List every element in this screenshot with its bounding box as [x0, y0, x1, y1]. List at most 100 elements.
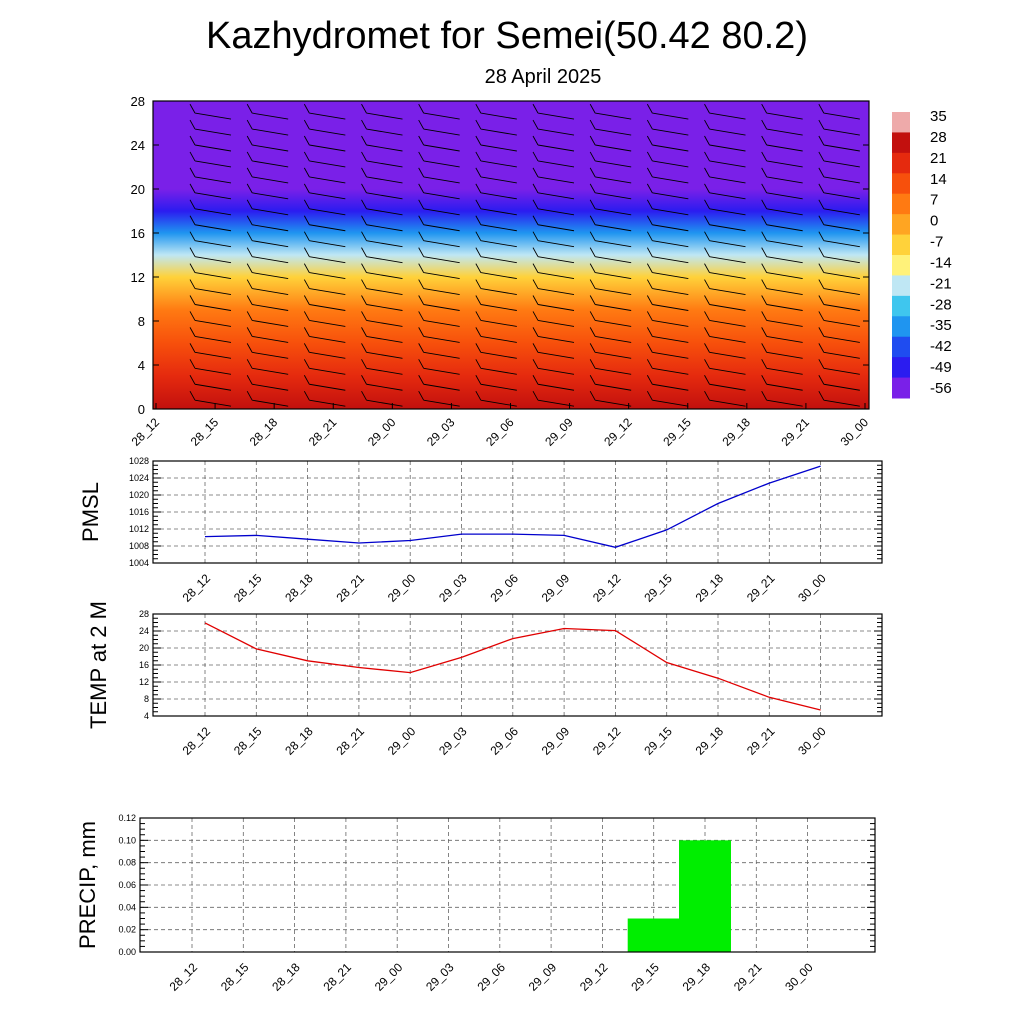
x-tick-label: 28_21	[321, 960, 355, 994]
y-tick-label: 16	[139, 660, 149, 670]
colorbar-label: 21	[930, 150, 947, 167]
x-tick-label: 28_12	[180, 724, 214, 758]
colorbar-swatch	[892, 337, 910, 358]
x-tick-label: 29_00	[365, 415, 399, 449]
colorbar-swatch	[892, 132, 910, 153]
y-tick-label: 0.02	[118, 925, 136, 935]
colorbar-label: 14	[930, 171, 947, 188]
x-tick-label: 28_21	[334, 724, 368, 758]
x-tick-label: 29_09	[539, 571, 573, 605]
x-tick-label: 29_18	[719, 415, 753, 449]
y-tick-label: 8	[144, 694, 149, 704]
x-tick-label: 29_15	[641, 724, 675, 758]
y-tick-label: 0.12	[118, 813, 136, 823]
y-tick-label: 1020	[129, 490, 149, 500]
colorbar-swatch	[892, 153, 910, 174]
y-tick-label: 20	[139, 643, 149, 653]
x-tick-label: 28_12	[180, 571, 214, 605]
colorbar-swatch	[892, 173, 910, 194]
colorbar-swatch	[892, 255, 910, 276]
x-tick-label: 29_15	[628, 960, 662, 994]
y-tick-label: 0.10	[118, 835, 136, 845]
x-tick-label: 29_12	[601, 415, 635, 449]
colorbar-label: -42	[930, 338, 952, 355]
x-tick-label: 29_00	[385, 724, 419, 758]
colorbar-label: -14	[930, 254, 952, 271]
x-tick-label: 29_18	[680, 960, 714, 994]
y-tick-label: 12	[131, 270, 145, 285]
x-tick-label: 29_21	[744, 724, 778, 758]
y-tick-label: 1004	[129, 558, 149, 568]
x-tick-label: 28_21	[306, 415, 340, 449]
x-tick-label: 28_15	[188, 415, 222, 449]
colorbar-label: 28	[930, 129, 947, 146]
y-axis-label: TEMP at 2 M	[86, 601, 111, 729]
colorbar-label: -56	[930, 380, 952, 397]
x-tick-label: 28_12	[129, 415, 163, 449]
y-tick-label: 28	[139, 609, 149, 619]
x-tick-label: 29_09	[526, 960, 560, 994]
x-tick-label: 29_09	[542, 415, 576, 449]
x-tick-label: 29_12	[590, 571, 624, 605]
x-tick-label: 28_15	[231, 724, 265, 758]
y-tick-label: 1012	[129, 524, 149, 534]
heatmap-field	[153, 101, 869, 409]
colorbar-swatch	[892, 357, 910, 378]
y-tick-label: 0.04	[118, 902, 136, 912]
x-tick-label: 29_00	[385, 571, 419, 605]
y-tick-label: 0.06	[118, 880, 136, 890]
y-axis-label: PRECIP, mm	[75, 821, 100, 949]
y-tick-label: 1008	[129, 541, 149, 551]
x-tick-label: 29_03	[436, 571, 470, 605]
x-tick-label: 28_15	[218, 960, 252, 994]
x-tick-label: 30_00	[795, 724, 829, 758]
y-tick-label: 24	[131, 138, 145, 153]
colorbar-label: -35	[930, 317, 952, 334]
x-tick-label: 28_18	[247, 415, 281, 449]
y-tick-label: 1024	[129, 473, 149, 483]
colorbar-label: -28	[930, 296, 952, 313]
x-tick-label: 29_18	[693, 724, 727, 758]
x-tick-label: 28_15	[231, 571, 265, 605]
x-tick-label: 30_00	[795, 571, 829, 605]
y-tick-label: 1028	[129, 456, 149, 466]
x-tick-label: 29_03	[436, 724, 470, 758]
chart-subtitle: 28 April 2025	[485, 66, 602, 88]
x-tick-label: 29_06	[487, 571, 521, 605]
colorbar-swatch	[892, 378, 910, 399]
x-tick-label: 29_03	[423, 960, 457, 994]
colorbar-swatch	[892, 194, 910, 215]
x-tick-label: 30_00	[782, 960, 816, 994]
x-tick-label: 28_12	[167, 960, 201, 994]
x-tick-label: 29_03	[424, 415, 458, 449]
x-tick-label: 28_18	[282, 724, 316, 758]
precip-bar	[628, 919, 680, 953]
x-tick-label: 29_12	[590, 724, 624, 758]
y-tick-label: 0	[138, 402, 145, 417]
y-tick-label: 28	[131, 94, 145, 109]
colorbar-swatch	[892, 235, 910, 256]
x-tick-label: 29_00	[372, 960, 406, 994]
colorbar-label: -7	[930, 234, 943, 251]
y-axis-label: PMSL	[78, 482, 103, 542]
y-tick-label: 4	[138, 358, 145, 373]
x-tick-label: 29_06	[474, 960, 508, 994]
colorbar-swatch	[892, 112, 910, 133]
y-tick-label: 4	[144, 711, 149, 721]
x-tick-label: 30_00	[838, 415, 872, 449]
x-tick-label: 29_21	[731, 960, 765, 994]
x-tick-label: 28_21	[334, 571, 368, 605]
y-tick-label: 0.00	[118, 947, 136, 957]
x-tick-label: 28_18	[282, 571, 316, 605]
x-tick-label: 29_21	[779, 415, 813, 449]
colorbar-swatch	[892, 316, 910, 337]
precip-bar	[679, 840, 731, 952]
x-tick-label: 29_12	[577, 960, 611, 994]
